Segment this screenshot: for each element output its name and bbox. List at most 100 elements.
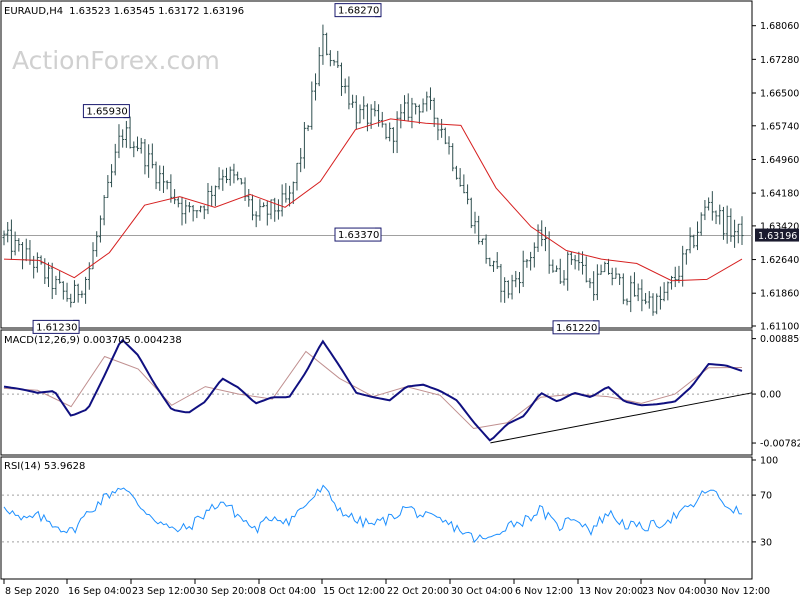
ohlc-bar: [658, 286, 662, 310]
ohlc-bar: [388, 122, 392, 142]
rsi-panel-frame: [0, 456, 753, 580]
rsi-line: [3, 484, 743, 543]
symbol-label: EURAUD,H4 1.63523 1.63545 1.63172 1.63196: [4, 6, 244, 17]
ohlc-bar: [588, 278, 592, 289]
ohlc-bar: [581, 251, 585, 275]
ohlc-bar: [291, 181, 295, 205]
ohlc-bar: [562, 270, 566, 286]
ohlc-bar: [72, 280, 76, 303]
ohlc-bar: [180, 196, 184, 226]
ohlc-bar: [150, 143, 154, 169]
ohlc-bar: [384, 123, 388, 140]
price-y-tick-label: 1.66500: [760, 89, 799, 100]
x-tick-label: 23 Sep 12:00: [132, 586, 195, 597]
macd-y-tick-label: 0.008859: [760, 334, 800, 345]
ohlc-bar: [143, 138, 147, 175]
ohlc-bar: [365, 103, 369, 132]
ohlc-bar: [503, 277, 507, 303]
ohlc-bar: [284, 183, 288, 203]
ohlc-bar: [592, 271, 596, 301]
ohlc-bar: [69, 293, 73, 308]
ohlc-bar: [399, 104, 403, 129]
ohlc-bar: [577, 251, 581, 271]
ohlc-bar: [543, 226, 547, 252]
ohlc-bar: [121, 129, 125, 148]
ohlc-bar: [202, 205, 206, 220]
rsi-y-tick-label: 100: [760, 456, 778, 467]
ohlc-bar: [707, 197, 711, 211]
ohlc-bar: [302, 121, 306, 169]
ohlc-bar: [421, 98, 425, 113]
ohlc-bar: [280, 184, 284, 217]
ohlc-bar: [328, 50, 332, 67]
ohlc-bar: [269, 199, 273, 220]
ohlc-bar: [425, 91, 429, 112]
ohlc-bar: [517, 271, 521, 294]
rsi-title: RSI(14) 53.9628: [4, 461, 85, 472]
ohlc-bar: [154, 161, 158, 190]
x-tick-label: 13 Nov 20:00: [579, 586, 643, 597]
ohlc-bar: [629, 275, 633, 313]
current-price-box: [755, 228, 799, 242]
ohlc-bar: [128, 116, 132, 149]
ohlc-bar: [373, 101, 377, 117]
ohlc-bar: [325, 32, 329, 56]
ohlc-bar: [488, 257, 492, 267]
ohlc-bar: [39, 255, 43, 265]
ohlc-bar: [343, 78, 347, 94]
ohlc-bar: [458, 168, 462, 187]
ohlc-bar: [58, 271, 62, 284]
ohlc-bar: [250, 194, 254, 221]
ohlc-bar: [525, 259, 529, 268]
ohlc-bar: [158, 165, 162, 191]
ohlc-bar: [395, 111, 399, 154]
ohlc-bar: [247, 189, 251, 207]
price-annotation: 1.61230: [32, 319, 80, 334]
ohlc-bar: [536, 224, 540, 252]
ohlc-bar: [173, 189, 177, 205]
ohlc-bar: [239, 178, 243, 185]
ohlc-bar: [480, 238, 484, 245]
x-tick-label: 30 Nov 12:00: [706, 586, 770, 597]
ohlc-bar: [670, 275, 674, 290]
price-annotation-label: 1.63370: [338, 230, 379, 241]
ohlc-bar: [354, 95, 358, 130]
ohlc-bar: [213, 185, 217, 207]
ohlc-bar: [540, 220, 544, 247]
ohlc-bar: [61, 281, 65, 300]
macd-panel-frame: [0, 329, 753, 456]
ohlc-bar: [2, 230, 6, 246]
x-tick-label: 8 Oct 04:00: [260, 586, 316, 597]
macd-y-axis: 0.008859 0.00 -0.007826: [752, 334, 800, 450]
ohlc-bar: [314, 73, 318, 101]
price-y-tick-label: 1.67280: [760, 55, 799, 66]
ohlc-bar: [432, 97, 436, 127]
ohlc-bar: [117, 124, 121, 159]
ohlc-bar: [265, 200, 269, 226]
ohlc-bar: [451, 143, 455, 172]
ohlc-bar: [362, 96, 366, 120]
ohlc-bar: [339, 62, 343, 96]
ohlc-bar: [551, 259, 555, 273]
ohlc-bar: [532, 242, 536, 268]
ohlc-bar: [332, 59, 336, 66]
ohlc-bar: [595, 264, 599, 301]
ohlc-bar: [725, 205, 729, 244]
ohlc-bar: [403, 95, 407, 121]
ohlc-bar: [221, 169, 225, 191]
ohlc-bar: [621, 273, 625, 305]
ohlc-bar: [236, 171, 240, 181]
ohlc-bar: [84, 276, 88, 304]
ohlc-bar: [662, 282, 666, 302]
ohlc-bar: [147, 144, 151, 178]
ohlc-bar: [417, 104, 421, 124]
ohlc-bar: [232, 163, 236, 184]
price-annotation-box: [334, 227, 382, 242]
price-annotation-box: [82, 104, 130, 119]
ohlc-bar: [65, 282, 69, 302]
ohlc-bar: [625, 298, 629, 306]
ohlc-bar: [599, 264, 603, 275]
ohlc-bar: [454, 165, 458, 180]
ohlc-bar: [566, 251, 570, 291]
ohlc-bar: [521, 250, 525, 287]
